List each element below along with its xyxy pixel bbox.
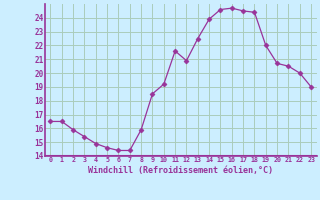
X-axis label: Windchill (Refroidissement éolien,°C): Windchill (Refroidissement éolien,°C) xyxy=(88,166,273,175)
